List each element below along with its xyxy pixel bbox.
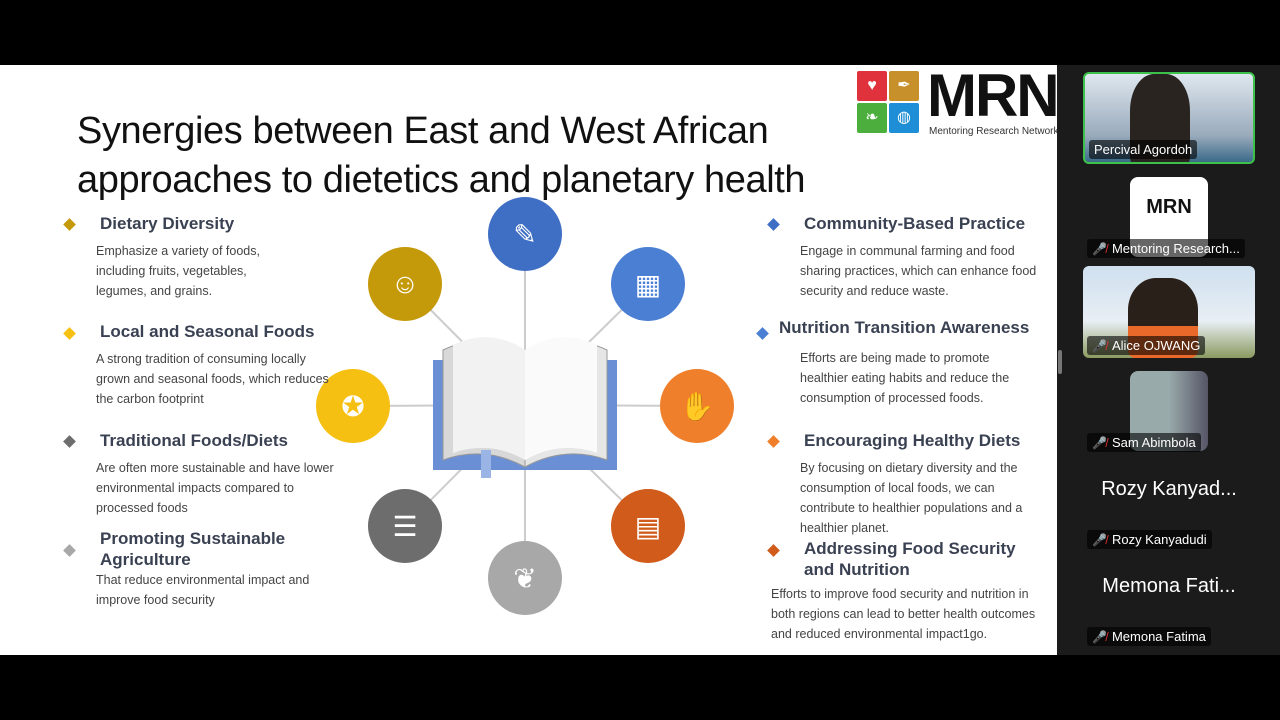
student-desk-icon: ✎ — [488, 197, 562, 271]
participant-tile-rozy[interactable]: Rozy Kanyad... 🎤̸ Rozy Kanyadudi — [1083, 460, 1255, 552]
mic-muted-icon: 🎤̸ — [1092, 533, 1107, 547]
presentation-slide: Synergies between East and West African a… — [0, 65, 1057, 655]
participant-tile-sam[interactable]: 🎤̸ Sam Abimbola — [1083, 363, 1255, 455]
item-food-security: Addressing Food Security and Nutrition Ef… — [771, 539, 1036, 641]
item-community-practice: Community-Based Practice Engage in commun… — [800, 214, 1037, 298]
hub-connectors — [352, 234, 698, 578]
mic-muted-icon: 🎤̸ — [1092, 436, 1107, 450]
mic-muted-icon: 🎤̸ — [1092, 242, 1107, 256]
item-local-seasonal: Local and Seasonal Foods A strong traditi… — [96, 322, 329, 406]
panel-scrollbar[interactable] — [1058, 350, 1062, 374]
open-book-icon — [433, 337, 617, 478]
mic-muted-icon: 🎤̸ — [1092, 339, 1107, 353]
participant-tile-percival[interactable]: Percival Agordoh — [1083, 72, 1255, 164]
raised-hands-icon: ✋ — [660, 369, 734, 443]
teacher-board-icon: ▤ — [611, 489, 685, 563]
mic-muted-icon: 🎤̸ — [1092, 630, 1107, 644]
books-stack-icon: ☰ — [368, 489, 442, 563]
item-nutrition-transition: Nutrition Transition Awareness Efforts ar… — [779, 318, 1030, 405]
item-dietary-diversity: Dietary Diversity Emphasize a variety of … — [96, 214, 260, 298]
certificate-icon: ✪ — [316, 369, 390, 443]
item-traditional-foods: Traditional Foods/Diets Are often more su… — [96, 431, 334, 515]
owl-book-icon: ❦ — [488, 541, 562, 615]
participant-tile-alice[interactable]: 🎤̸ Alice OJWANG — [1083, 266, 1255, 358]
item-sustainable-agriculture: Promoting Sustainable Agriculture That re… — [96, 529, 310, 607]
item-healthy-diets: Encouraging Healthy Diets By focusing on … — [800, 431, 1023, 535]
participant-tile-memona[interactable]: Memona Fati... 🎤̸ Memona Fatima — [1083, 557, 1255, 649]
participant-tile-mrn[interactable]: MRN 🎤̸ Mentoring Research... — [1083, 169, 1255, 261]
school-building-icon: ▦ — [611, 247, 685, 321]
mrn-logo: ♥ ✒ ❧ ◍ MRN Mentoring Research Network — [857, 66, 1057, 137]
reader-icon: ☺ — [368, 247, 442, 321]
slide-title: Synergies between East and West African a… — [77, 110, 806, 201]
